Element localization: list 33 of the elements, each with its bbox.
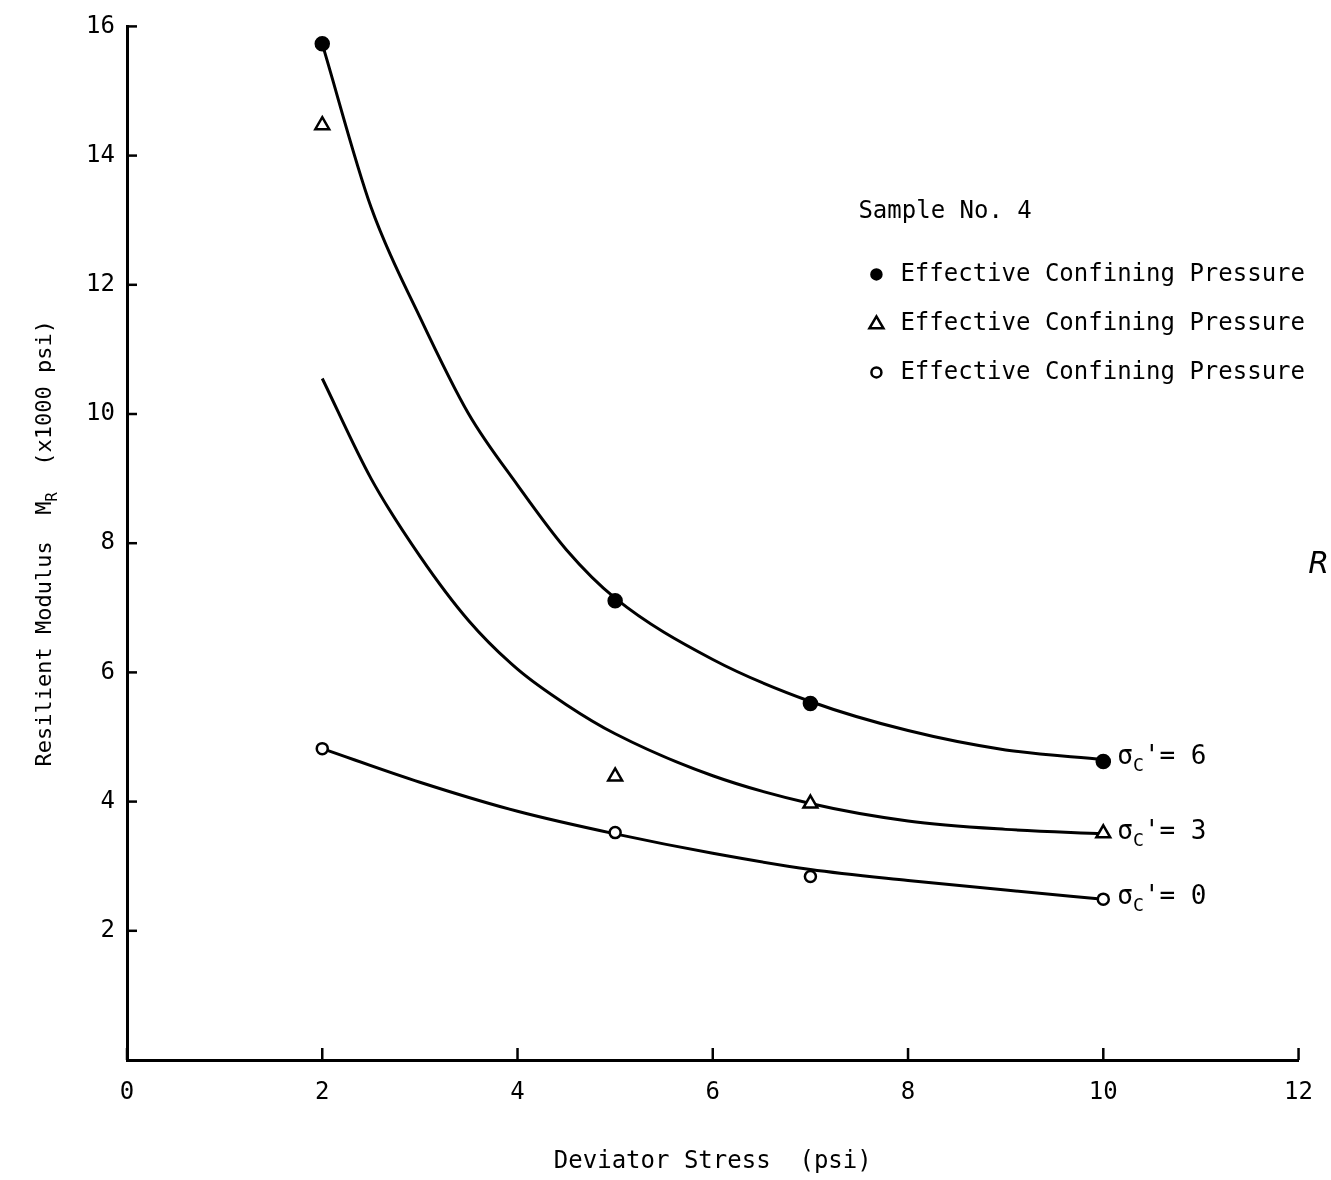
x-tick-label: 2 [315,1076,330,1105]
point [1096,892,1111,906]
legend-label: Effective Confining Pressure [900,356,1305,385]
text: Resilient Modulus MR (x1000 psi) [30,320,61,767]
x-tick-label: 8 [900,1076,916,1105]
y-tick-label: 10 [86,398,115,427]
point [315,741,330,756]
legend-label: Effective Confining Pressure [900,307,1305,336]
y-tick-label: 14 [86,139,115,168]
x-axis-title: Deviator Stress (psi) [553,1145,872,1174]
y-tick-label: 8 [100,527,115,556]
point [607,592,623,609]
point [608,825,622,840]
x-tick-label: 10 [1088,1076,1118,1105]
legend-title: Sample No. 4 [858,195,1032,224]
legend-label: Effective Confining Pressure [900,258,1305,287]
y-tick-label: 4 [100,785,115,814]
point [1095,753,1112,770]
point [802,695,819,712]
y-tick-label: 6 [100,656,115,685]
y-tick-label: 12 [86,269,115,298]
point [803,869,818,884]
x-tick-label: 6 [705,1076,720,1105]
y-tick-label: 2 [100,915,115,944]
text: R [1308,545,1329,580]
point [802,794,819,809]
x-tick-label: 12 [1284,1076,1313,1105]
x-tick-label: 4 [510,1076,525,1105]
point [314,36,331,52]
y-tick-label: 16 [86,10,115,39]
point [606,767,624,782]
point [1095,824,1112,839]
x-tick-label: 0 [119,1076,135,1105]
